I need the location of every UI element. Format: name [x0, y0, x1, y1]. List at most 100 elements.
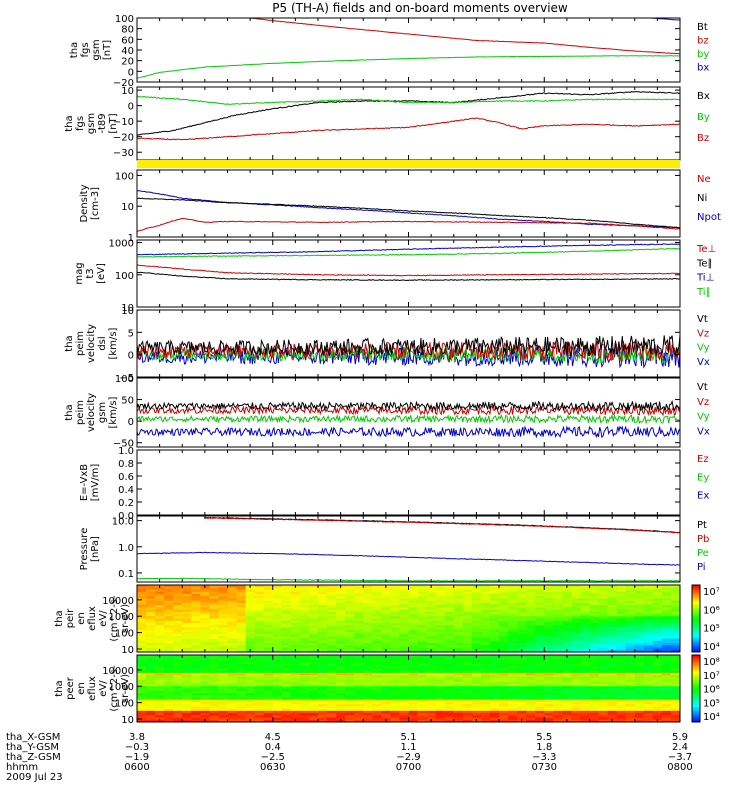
heatmap-cell: [471, 625, 482, 629]
x-tick-label: −2.9: [396, 752, 420, 763]
heatmap-cell: [508, 670, 518, 674]
heatmap-cell: [381, 708, 391, 712]
heatmap-cell: [164, 704, 174, 707]
heatmap-cell: [652, 699, 663, 703]
heatmap-cell: [480, 634, 491, 637]
heatmap-cell: [236, 675, 247, 678]
heatmap-cell: [146, 622, 156, 626]
heatmap-cell: [272, 659, 283, 663]
heatmap-cell: [318, 681, 328, 685]
heatmap-cell: [580, 661, 591, 665]
heatmap-cell: [535, 713, 545, 716]
heatmap-cell: [182, 600, 192, 604]
heatmap-cell: [435, 649, 446, 652]
heatmap-cell: [381, 717, 391, 721]
heatmap-cell: [263, 625, 274, 629]
heatmap-cell: [508, 643, 518, 646]
heatmap-cell: [146, 631, 156, 635]
heatmap-cell: [444, 596, 455, 599]
heatmap-cell: [227, 593, 238, 597]
heatmap-cell: [327, 672, 337, 676]
heatmap-cell: [254, 625, 265, 629]
heatmap-cell: [299, 710, 310, 714]
heatmap-cell: [562, 614, 572, 617]
heatmap-cell: [399, 600, 410, 604]
heatmap-cell: [263, 686, 274, 690]
heatmap-cell: [191, 643, 201, 646]
heatmap-cell: [625, 719, 636, 722]
colorbar-segment: [692, 621, 700, 625]
heatmap-cell: [381, 704, 391, 707]
heatmap-cell: [390, 675, 401, 678]
heatmap-cell: [471, 643, 482, 646]
heatmap-cell: [209, 602, 220, 606]
heatmap-cell: [661, 620, 672, 624]
heatmap-cell: [263, 670, 274, 674]
heatmap-cell: [544, 686, 554, 690]
heatmap-cell: [462, 585, 473, 588]
colorbar-frame: [691, 654, 701, 723]
heatmap-cell: [462, 614, 473, 617]
heatmap-cell: [562, 636, 572, 640]
heatmap-cell: [381, 616, 391, 620]
heatmap-cell: [661, 618, 672, 622]
heatmap-cell: [281, 598, 292, 602]
heatmap-cell: [670, 631, 680, 635]
heatmap-cell: [670, 593, 680, 597]
heatmap-cell: [480, 598, 491, 602]
heatmap-cell: [182, 692, 192, 696]
heatmap-cell: [236, 666, 247, 669]
heatmap-cell: [535, 649, 545, 652]
heatmap-cell: [137, 710, 147, 714]
heatmap-cell: [408, 634, 419, 637]
heatmap-cell: [263, 692, 274, 696]
legend-label: Ez: [697, 454, 709, 465]
heatmap-cell: [526, 593, 536, 597]
colorbar-segment: [692, 655, 700, 658]
heatmap-cell: [209, 668, 220, 672]
heatmap-cell: [336, 704, 346, 707]
heatmap-cell: [670, 679, 680, 683]
heatmap-cell: [607, 708, 618, 712]
heatmap-cell: [652, 661, 663, 665]
heatmap-cell: [336, 699, 346, 703]
heatmap-cell: [616, 620, 627, 624]
heatmap-cell: [327, 657, 337, 661]
heatmap-cell: [643, 684, 654, 687]
heatmap-cell: [643, 638, 654, 642]
heatmap-cell: [571, 638, 582, 642]
heatmap-cell: [200, 701, 210, 705]
heatmap-cell: [327, 704, 337, 707]
heatmap-cell: [281, 675, 292, 678]
heatmap-cell: [372, 611, 382, 615]
heatmap-cell: [372, 657, 382, 661]
heatmap-cell: [308, 605, 319, 608]
heatmap-cell: [236, 611, 247, 615]
colorbar-segment: [692, 626, 700, 630]
heatmap-cell: [471, 668, 482, 672]
heatmap-cell: [191, 699, 201, 703]
heatmap-cell: [544, 611, 554, 615]
heatmap-cell: [598, 645, 609, 649]
heatmap-cell: [571, 715, 582, 719]
heatmap-cell: [245, 695, 256, 699]
heatmap-cell: [535, 666, 545, 669]
heatmap-cell: [589, 661, 600, 665]
heatmap-cell: [652, 717, 663, 721]
heatmap-cell: [417, 697, 428, 701]
heatmap-cell: [426, 670, 437, 674]
heatmap-cell: [652, 708, 663, 712]
heatmap-cell: [571, 657, 582, 661]
heatmap-cell: [281, 609, 292, 613]
heatmap-cell: [562, 713, 572, 716]
heatmap-cell: [200, 643, 210, 646]
heatmap-cell: [146, 649, 156, 652]
heatmap-cell: [625, 634, 636, 637]
heatmap-cell: [480, 607, 491, 611]
heatmap-cell: [155, 675, 165, 678]
heatmap-cell: [290, 663, 301, 667]
heatmap-cell: [137, 659, 147, 663]
heatmap-cell: [164, 618, 174, 622]
heatmap-cell: [236, 668, 247, 672]
heatmap-cell: [272, 602, 283, 606]
